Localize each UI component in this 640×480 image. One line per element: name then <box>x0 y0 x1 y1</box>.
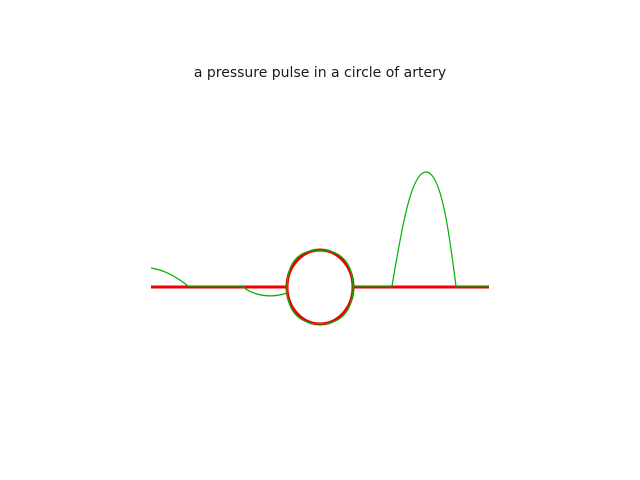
figure-title: a pressure pulse in a circle of artery <box>193 65 447 81</box>
pulse-dip <box>241 285 288 297</box>
pressure-pulse <box>150 171 489 325</box>
pulse-circle-trace <box>286 249 354 325</box>
pulse-left-tail <box>150 267 242 287</box>
pulse-peak <box>353 171 489 287</box>
artery-circle <box>285 248 355 326</box>
artery <box>151 248 489 326</box>
